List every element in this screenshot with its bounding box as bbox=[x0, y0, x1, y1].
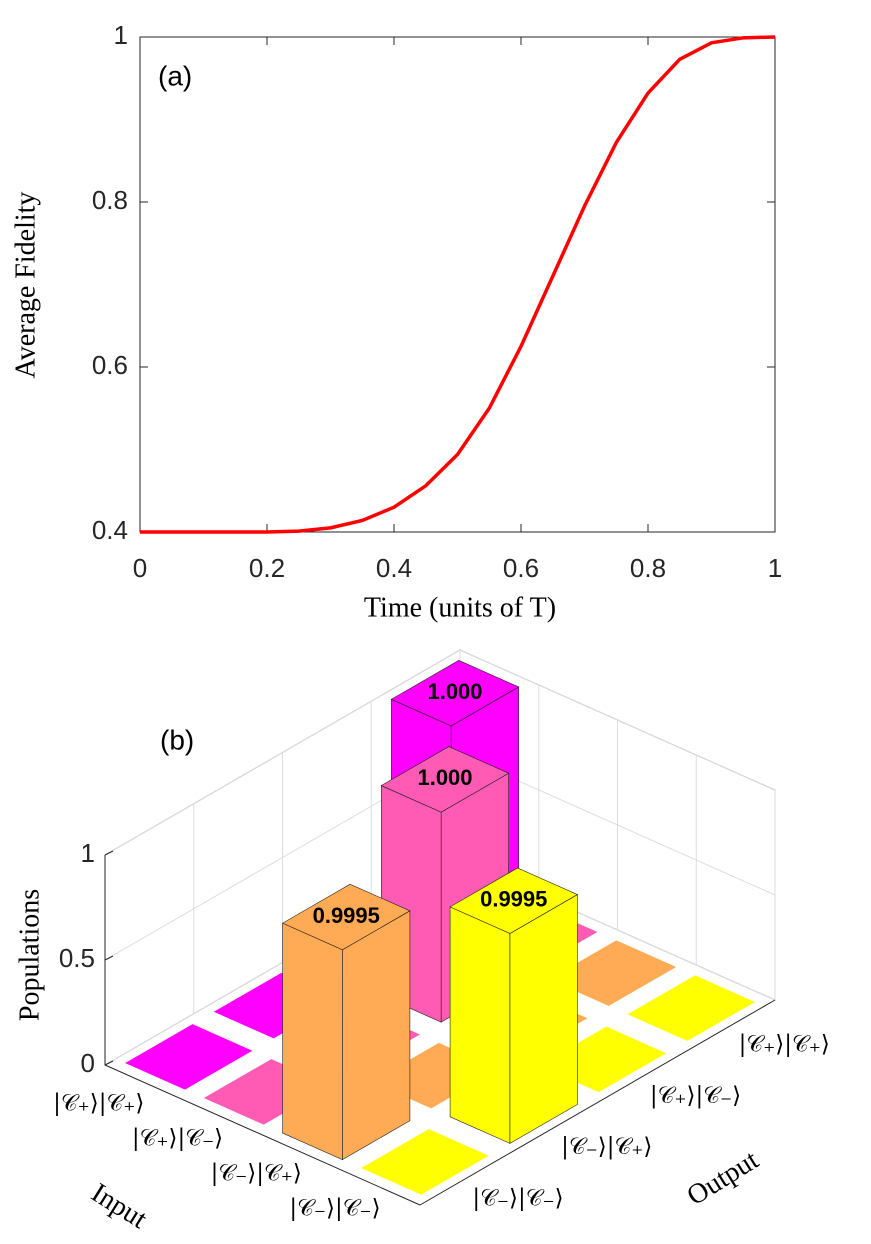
output-tick-label: |𝒞₊⟩|𝒞₊⟩ bbox=[739, 1032, 830, 1058]
bar-face-right bbox=[509, 894, 578, 1144]
z-tick bbox=[104, 1060, 114, 1066]
y-tick-label: 1 bbox=[114, 20, 128, 50]
z-tick-label: 0.5 bbox=[59, 943, 95, 973]
bar bbox=[449, 867, 579, 1144]
bar bbox=[125, 1024, 253, 1090]
output-tick-label: |𝒞₊⟩|𝒞₋⟩ bbox=[650, 1083, 741, 1109]
z-tick-label: 0 bbox=[81, 1048, 95, 1078]
input-tick-label: |𝒞₋⟩|𝒞₋⟩ bbox=[289, 1196, 380, 1222]
z-tick-label: 1 bbox=[81, 838, 95, 868]
panel-b-label: (b) bbox=[160, 724, 194, 755]
plot-frame bbox=[139, 36, 776, 533]
y-tick-label: 0.6 bbox=[92, 350, 128, 380]
y-axis-label: Average Fidelity bbox=[10, 192, 41, 379]
bar-face-right bbox=[342, 910, 411, 1161]
output-axis-label: Output bbox=[682, 1144, 765, 1212]
bar-top bbox=[125, 1024, 253, 1090]
grid-line bbox=[104, 649, 461, 856]
input-tick-label: |𝒞₊⟩|𝒞₊⟩ bbox=[53, 1091, 144, 1117]
x-tick-label: 0.6 bbox=[503, 553, 539, 583]
x-axis-label: Time (units of T) bbox=[364, 592, 556, 623]
bar-top bbox=[627, 975, 755, 1041]
z-tick bbox=[104, 955, 114, 961]
output-tick-label: |𝒞₋⟩|𝒞₊⟩ bbox=[561, 1134, 652, 1160]
bar bbox=[361, 1129, 489, 1195]
value-label: 0.9995 bbox=[480, 887, 547, 912]
bar-face-left bbox=[449, 906, 511, 1144]
x-tick-label: 0.8 bbox=[630, 553, 666, 583]
y-tick-label: 0.4 bbox=[92, 515, 128, 545]
output-axis bbox=[419, 999, 776, 1206]
bar-face-left bbox=[282, 922, 343, 1161]
bar bbox=[548, 940, 677, 1006]
z-tick bbox=[104, 850, 114, 856]
y-tick-label: 0.8 bbox=[92, 185, 128, 215]
bar-top bbox=[380, 746, 510, 813]
fidelity-line bbox=[140, 35, 776, 534]
value-label: 1.000 bbox=[427, 679, 482, 704]
x-tick-label: 0.4 bbox=[376, 553, 412, 583]
input-axis-label: Input bbox=[86, 1177, 153, 1235]
output-tick-label: |𝒞₋⟩|𝒞₋⟩ bbox=[472, 1185, 563, 1211]
bar bbox=[627, 975, 755, 1041]
grid-line bbox=[459, 649, 776, 791]
x-tick-label: 1 bbox=[768, 553, 782, 583]
panel-a-label: (a) bbox=[158, 60, 192, 91]
bar-top bbox=[449, 867, 579, 934]
bar-top bbox=[281, 883, 411, 951]
x-tick-label: 0.2 bbox=[249, 553, 285, 583]
bar-top bbox=[361, 1129, 489, 1195]
x-tick-label: 0 bbox=[133, 553, 147, 583]
value-label: 0.9995 bbox=[313, 903, 380, 928]
bar bbox=[281, 883, 411, 1161]
input-tick-label: |𝒞₋⟩|𝒞₊⟩ bbox=[211, 1161, 302, 1187]
bar-top bbox=[548, 940, 677, 1006]
value-label: 1.000 bbox=[417, 765, 472, 790]
input-tick-label: |𝒞₊⟩|𝒞₋⟩ bbox=[132, 1126, 223, 1152]
z-axis-label: Populations bbox=[14, 889, 45, 1021]
input-axis bbox=[104, 1064, 421, 1206]
bar-top bbox=[390, 660, 520, 727]
